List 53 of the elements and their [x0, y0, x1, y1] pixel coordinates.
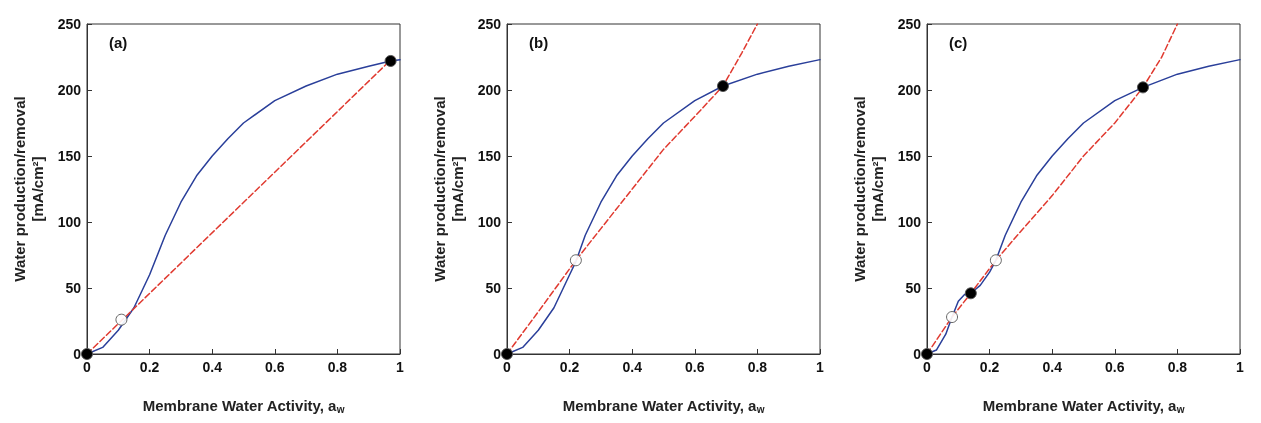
y-tick-label: 100	[897, 214, 922, 230]
x-tick-label: 0	[503, 359, 512, 375]
y-tick-label: 200	[477, 82, 502, 98]
x-tick-label: 0	[923, 359, 932, 375]
y-tick-label: 100	[57, 214, 82, 230]
x-tick-label: 0.4	[202, 359, 223, 375]
x-tick-label: 0	[83, 359, 92, 375]
point	[921, 348, 933, 360]
x-tick-label: 0.4	[622, 359, 643, 375]
x-tick-label: 1	[1236, 359, 1245, 375]
y-tick-label: 150	[57, 148, 82, 164]
y-axis-title: Water production/removal [mA/cm²]	[431, 96, 467, 282]
y-tick-label: 250	[57, 16, 82, 32]
x-tick-label: 0.6	[265, 359, 285, 375]
y-tick-label: 0	[73, 346, 82, 362]
point	[716, 80, 729, 93]
point	[1136, 81, 1149, 94]
x-tick-label: 0.8	[747, 359, 768, 375]
x-tick-label: 0.2	[139, 359, 160, 375]
x-tick-label: 1	[816, 359, 825, 375]
point	[81, 348, 93, 360]
x-tick-label: 0.2	[979, 359, 1000, 375]
y-tick-label: 50	[65, 280, 82, 296]
x-tick-label: 0.6	[685, 359, 705, 375]
x-tick-label: 0.8	[327, 359, 348, 375]
y-tick-label: 200	[897, 82, 922, 98]
x-tick-label: 0.4	[1042, 359, 1063, 375]
point	[989, 254, 1002, 267]
x-tick-label: 1	[396, 359, 405, 375]
point	[946, 311, 959, 324]
text: (c)	[949, 34, 968, 51]
text: (a)	[109, 34, 128, 51]
y-tick-label: 150	[897, 148, 922, 164]
y-tick-label: 250	[477, 16, 502, 32]
y-tick-label: 50	[905, 280, 922, 296]
y-tick-label: 250	[897, 16, 922, 32]
x-tick-label: 0.8	[1167, 359, 1188, 375]
y-tick-label: 50	[485, 280, 502, 296]
x-tick-label: 0.6	[1105, 359, 1125, 375]
text: (b)	[529, 34, 549, 51]
point	[501, 348, 513, 360]
y-tick-label: 200	[57, 82, 82, 98]
y-tick-label: 0	[493, 346, 502, 362]
x-tick-label: 0.2	[559, 359, 580, 375]
point	[569, 254, 582, 267]
y-tick-label: 150	[477, 148, 502, 164]
point	[384, 54, 397, 67]
point	[964, 287, 977, 300]
y-axis-title: Water production/removal [mA/cm²]	[11, 96, 47, 282]
y-tick-label: 0	[913, 346, 922, 362]
y-axis-title: Water production/removal [mA/cm²]	[851, 96, 887, 282]
y-tick-label: 100	[477, 214, 502, 230]
point	[115, 313, 128, 326]
